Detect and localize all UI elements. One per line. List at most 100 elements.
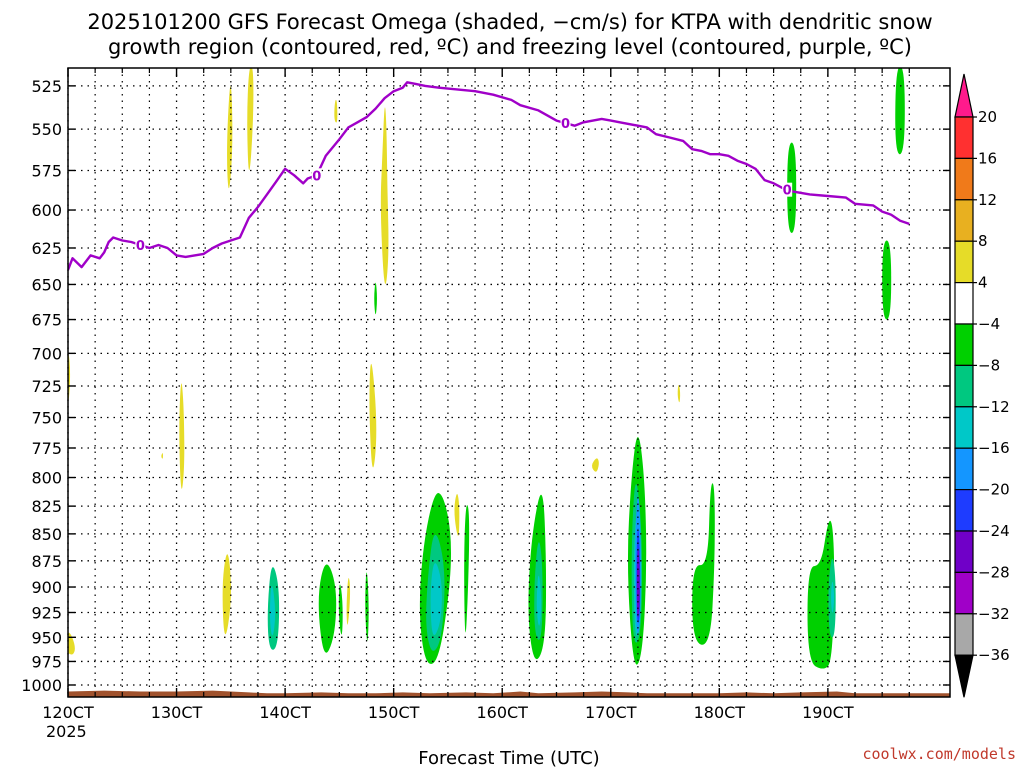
- omega-region-8: [677, 384, 681, 403]
- colorbar-label: −12: [978, 398, 1010, 416]
- x-tick-label: 160CT: [476, 703, 528, 722]
- omega-region-25: [895, 68, 905, 155]
- y-tick-label-750: 750: [31, 409, 62, 428]
- colorbar-swatch-2: [954, 157, 974, 201]
- grid-layer: [67, 68, 950, 697]
- omega-region-36: [831, 581, 835, 613]
- omega-region-26: [882, 240, 892, 320]
- credit-text: coolwx.com/models: [862, 745, 1016, 763]
- omega-region-23: [807, 520, 835, 669]
- colorbar-swatch-11: [954, 530, 974, 574]
- x-axis-year-label: 2025: [46, 722, 87, 741]
- freezing-label-bg: [135, 238, 146, 253]
- omega-region-34: [536, 575, 542, 626]
- chart-title-line-1: 2025101200 GFS Forecast Omega (shaded, −…: [87, 10, 932, 34]
- y-tick-label-525: 525: [31, 77, 62, 96]
- y-tick-label-875: 875: [31, 552, 62, 571]
- x-axis-label: Forecast Time (UTC): [418, 748, 599, 768]
- x-tick-label: 130CT: [151, 703, 203, 722]
- pressure-axis: 525 550 575 600 625 650 675 700 725 750 775 800 825 8…: [21, 77, 950, 695]
- colorbar-label: −16: [978, 439, 1010, 457]
- omega-region-19: [464, 505, 470, 633]
- colorbar-label: −36: [978, 646, 1010, 664]
- colorbar: 20 16 12 8 4 −4 −8 −12 −16 −20 −24 −28 −32 −36: [954, 73, 1010, 698]
- x-tick-label: 190CT: [802, 703, 854, 722]
- omega-region-16: [318, 564, 337, 653]
- omega-region-0: [227, 86, 233, 189]
- terrain-fill: [68, 690, 950, 697]
- freezing-level-label: 0: [783, 184, 792, 199]
- y-tick-label-550: 550: [31, 120, 62, 139]
- x-tick-label: 180CT: [694, 703, 746, 722]
- plot-frame: [67, 67, 951, 698]
- omega-region-17: [338, 584, 343, 635]
- colorbar-label: 16: [978, 149, 997, 167]
- x-tick-label: 140CT: [259, 703, 311, 722]
- freezing-label-bg: [782, 182, 793, 197]
- colorbar-label: −28: [978, 563, 1010, 581]
- colorbar-label: 4: [978, 274, 988, 292]
- y-tick-label-850: 850: [31, 525, 62, 544]
- colorbar-top-triangle: [954, 73, 974, 118]
- omega-region-33: [430, 563, 442, 636]
- y-tick-label-575: 575: [31, 161, 62, 180]
- chart-title-line-2: growth region (contoured, red, ºC) and f…: [108, 35, 912, 59]
- terrain-layer: [68, 690, 950, 697]
- omega-region-5: [179, 383, 185, 489]
- omega-region-12: [346, 577, 351, 625]
- y-tick-label-725: 725: [31, 377, 62, 396]
- freezing-level-label: 0: [136, 239, 145, 254]
- x-tick-label: 150CT: [368, 703, 420, 722]
- x-tick-label: 170CT: [585, 703, 637, 722]
- omega-region-10: [68, 632, 75, 655]
- y-tick-label-800: 800: [31, 469, 62, 488]
- colorbar-bottom-triangle: [954, 654, 974, 698]
- colorbar-label: 20: [978, 108, 997, 126]
- y-tick-label-675: 675: [31, 311, 62, 330]
- y-tick-label-700: 700: [31, 344, 62, 363]
- colorbar-swatch-10: [954, 489, 974, 532]
- colorbar-label: −32: [978, 605, 1010, 623]
- omega-region-32: [269, 586, 276, 636]
- omega-region-7: [591, 458, 599, 472]
- x-tick-label: 120CT: [42, 703, 94, 722]
- colorbar-swatch-13: [954, 613, 974, 656]
- colorbar-swatch-6: [954, 323, 974, 367]
- omega-region-13: [454, 493, 460, 536]
- freezing-level-label: 0: [561, 117, 570, 132]
- colorbar-swatch-7: [954, 364, 974, 408]
- y-tick-label-650: 650: [31, 275, 62, 294]
- colorbar-swatch-5: [954, 282, 974, 325]
- colorbar-label: 8: [978, 232, 988, 250]
- colorbar-swatch-3: [954, 199, 974, 242]
- omega-region-1: [247, 68, 254, 171]
- y-tick-label-775: 775: [31, 439, 62, 458]
- colorbar-label: −20: [978, 481, 1010, 499]
- y-tick-label-825: 825: [31, 497, 62, 516]
- omega-region-15: [365, 572, 369, 641]
- omega-region-3: [380, 107, 389, 285]
- omega-region-22: [692, 483, 715, 645]
- y-tick-label-1000: 1000: [21, 676, 62, 695]
- y-tick-label-625: 625: [31, 239, 62, 258]
- omega-region-9: [222, 554, 231, 635]
- y-tick-label-950: 950: [31, 628, 62, 647]
- colorbar-swatch-8: [954, 406, 974, 449]
- plot-background: [68, 68, 950, 697]
- colorbar-swatch-12: [954, 571, 974, 615]
- freezing-level-label: 0: [312, 169, 321, 184]
- freezing-label-bg: [311, 168, 322, 183]
- y-tick-label-600: 600: [31, 201, 62, 220]
- omega-region-6: [369, 363, 377, 468]
- colorbar-label: −24: [978, 522, 1010, 540]
- omega-region-11: [161, 453, 163, 459]
- omega-region-2: [334, 99, 338, 123]
- omega-region-14: [374, 282, 377, 315]
- y-tick-label-925: 925: [31, 604, 62, 623]
- colorbar-label: −8: [978, 356, 1000, 374]
- freezing-level-line: [68, 81, 910, 271]
- freezing-level-layer: 0 0 0 0: [68, 81, 910, 271]
- colorbar-label: 12: [978, 191, 997, 209]
- y-tick-label-900: 900: [31, 578, 62, 597]
